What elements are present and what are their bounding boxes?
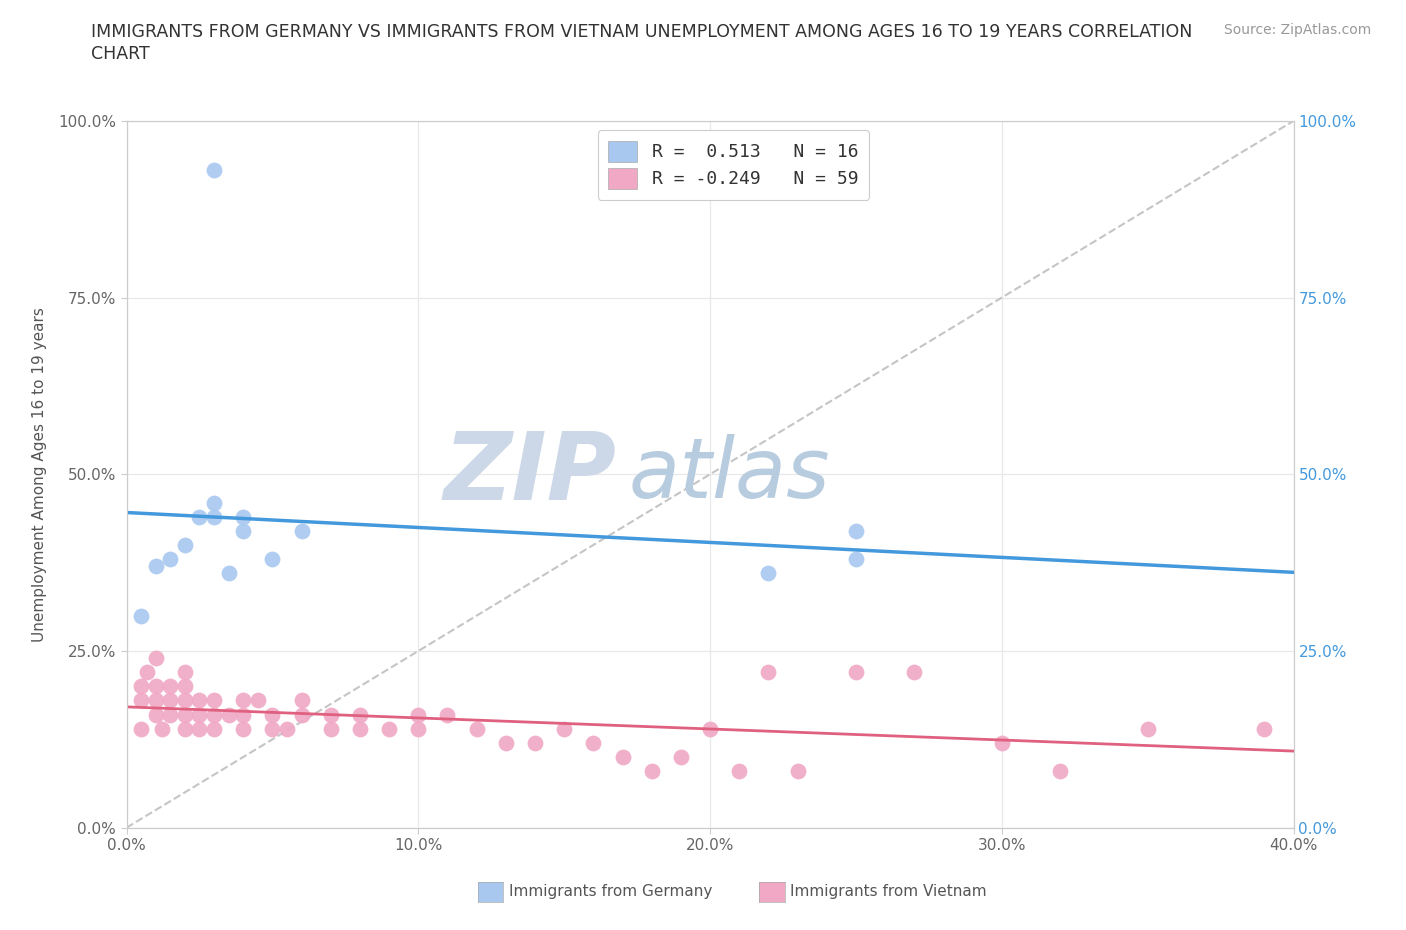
Point xyxy=(174,707,197,722)
Point xyxy=(903,665,925,680)
Legend: R =  0.513   N = 16, R = -0.249   N = 59: R = 0.513 N = 16, R = -0.249 N = 59 xyxy=(598,130,869,200)
Point xyxy=(159,679,181,694)
Point xyxy=(319,722,342,737)
Point xyxy=(202,693,225,708)
Point xyxy=(349,707,371,722)
Text: Source: ZipAtlas.com: Source: ZipAtlas.com xyxy=(1223,23,1371,37)
Point xyxy=(290,693,312,708)
Point xyxy=(145,559,167,574)
Point xyxy=(150,722,173,737)
Point xyxy=(174,679,197,694)
Point xyxy=(188,693,211,708)
Point xyxy=(756,565,779,580)
Point xyxy=(845,551,868,566)
Point xyxy=(699,722,721,737)
Point xyxy=(159,707,181,722)
Text: Immigrants from Germany: Immigrants from Germany xyxy=(509,884,713,899)
Point xyxy=(349,722,371,737)
Point xyxy=(786,764,808,778)
Point xyxy=(1253,722,1275,737)
Point xyxy=(276,722,298,737)
Point xyxy=(145,679,167,694)
Text: CHART: CHART xyxy=(91,45,150,62)
Point xyxy=(845,665,868,680)
Point xyxy=(232,693,254,708)
Point xyxy=(145,693,167,708)
Text: IMMIGRANTS FROM GERMANY VS IMMIGRANTS FROM VIETNAM UNEMPLOYMENT AMONG AGES 16 TO: IMMIGRANTS FROM GERMANY VS IMMIGRANTS FR… xyxy=(91,23,1192,41)
Point xyxy=(174,665,197,680)
Point xyxy=(129,722,152,737)
Point xyxy=(582,736,605,751)
Point xyxy=(202,163,225,178)
Text: atlas: atlas xyxy=(628,433,830,515)
Point xyxy=(145,707,167,722)
Point xyxy=(728,764,751,778)
Point xyxy=(202,707,225,722)
Point xyxy=(218,707,240,722)
Point xyxy=(408,707,430,722)
Point xyxy=(1049,764,1071,778)
Point xyxy=(262,551,284,566)
Point xyxy=(319,707,342,722)
Point xyxy=(232,707,254,722)
Point xyxy=(232,524,254,538)
Point xyxy=(159,693,181,708)
Point xyxy=(1136,722,1159,737)
Point xyxy=(408,722,430,737)
Text: ZIP: ZIP xyxy=(444,429,617,520)
Point xyxy=(129,608,152,623)
Point xyxy=(524,736,547,751)
Point xyxy=(145,651,167,666)
Point xyxy=(495,736,517,751)
Point xyxy=(756,665,779,680)
Point xyxy=(290,707,312,722)
Point xyxy=(465,722,488,737)
Point xyxy=(202,722,225,737)
Point xyxy=(218,565,240,580)
Point xyxy=(640,764,664,778)
Point xyxy=(174,693,197,708)
Point xyxy=(436,707,458,722)
Point xyxy=(202,510,225,525)
Point xyxy=(188,707,211,722)
Point xyxy=(188,722,211,737)
Point xyxy=(136,665,159,680)
Point xyxy=(129,693,152,708)
Point xyxy=(159,551,181,566)
Point xyxy=(553,722,575,737)
Point xyxy=(262,722,284,737)
Point xyxy=(202,495,225,510)
Point xyxy=(246,693,269,708)
Point xyxy=(612,750,634,764)
Point xyxy=(378,722,401,737)
Point xyxy=(129,679,152,694)
Point xyxy=(232,722,254,737)
Point xyxy=(232,510,254,525)
Y-axis label: Unemployment Among Ages 16 to 19 years: Unemployment Among Ages 16 to 19 years xyxy=(32,307,46,642)
Point xyxy=(845,524,868,538)
Text: Immigrants from Vietnam: Immigrants from Vietnam xyxy=(790,884,987,899)
Point xyxy=(290,524,312,538)
Point xyxy=(174,538,197,552)
Point xyxy=(669,750,692,764)
Point xyxy=(990,736,1012,751)
Point xyxy=(188,510,211,525)
Point xyxy=(262,707,284,722)
Point xyxy=(174,722,197,737)
